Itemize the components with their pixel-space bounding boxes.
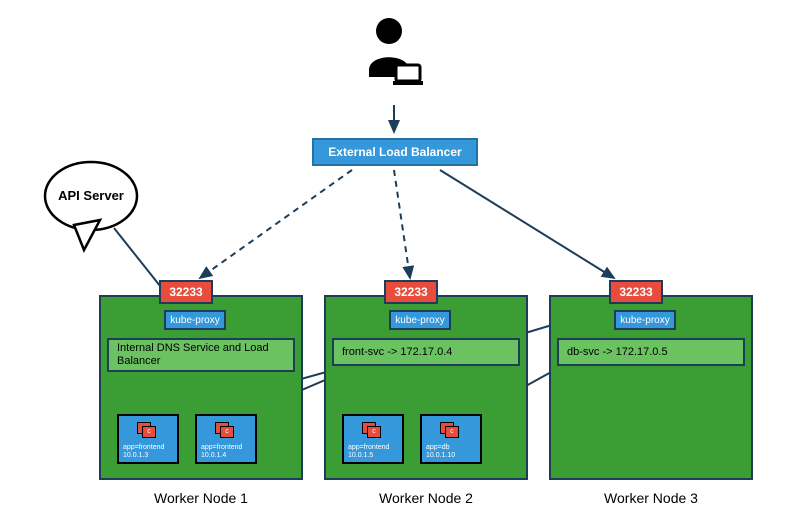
container-icon: c: [362, 422, 384, 440]
external-load-balancer-label: External Load Balancer: [328, 145, 461, 159]
container-icon: c: [215, 422, 237, 440]
service-band-3: db-svc -> 172.17.0.5: [557, 338, 745, 366]
pod-label: app=frontend10.0.1.4: [201, 444, 251, 461]
pod-label: app=frontend10.0.1.3: [123, 444, 173, 461]
worker-node-label-1: Worker Node 1: [99, 490, 303, 506]
kube-proxy-box-2: kube-proxy: [389, 310, 451, 330]
node-port-1: 32233: [159, 280, 213, 304]
worker-node-label-2: Worker Node 2: [324, 490, 528, 506]
pod-box: c app=frontend10.0.1.5: [342, 414, 404, 464]
kube-proxy-box-3: kube-proxy: [614, 310, 676, 330]
pod-box: c app=db10.0.1.10: [420, 414, 482, 464]
container-icon: c: [137, 422, 159, 440]
pod-label: app=frontend10.0.1.5: [348, 444, 398, 461]
service-band-1: Internal DNS Service and Load Balancer: [107, 338, 295, 372]
external-load-balancer-box: External Load Balancer: [312, 138, 478, 166]
node-port-2: 32233: [384, 280, 438, 304]
container-icon: c: [440, 422, 462, 440]
pod-box: c app=frontend10.0.1.4: [195, 414, 257, 464]
user-icon: [363, 15, 425, 100]
worker-node-label-3: Worker Node 3: [549, 490, 753, 506]
service-band-2: front-svc -> 172.17.0.4: [332, 338, 520, 366]
api-server-bubble: API Server: [45, 162, 137, 250]
kube-proxy-box-1: kube-proxy: [164, 310, 226, 330]
node-port-3: 32233: [609, 280, 663, 304]
svg-text:API Server: API Server: [58, 188, 124, 203]
pod-box: c app=frontend10.0.1.3: [117, 414, 179, 464]
pod-label: app=db10.0.1.10: [426, 444, 476, 461]
